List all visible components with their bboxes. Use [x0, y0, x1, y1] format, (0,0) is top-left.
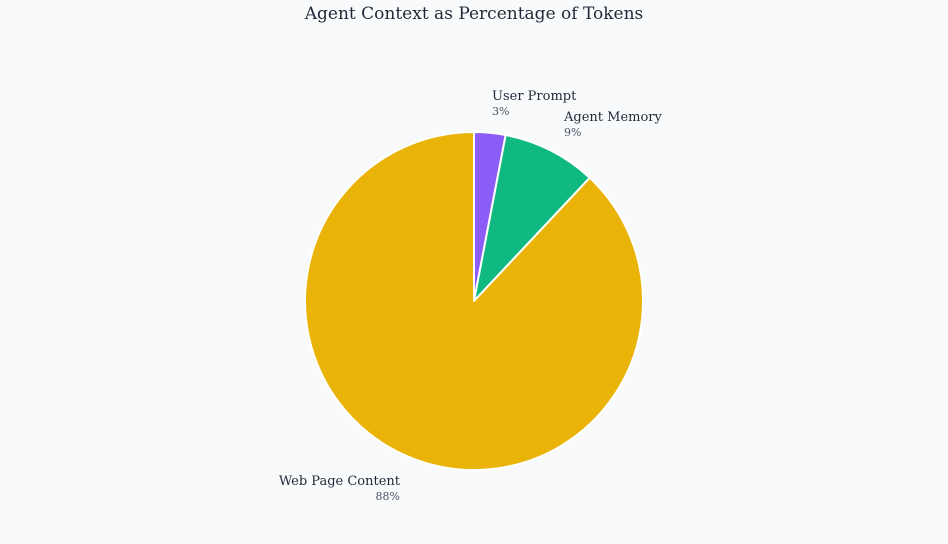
slice-value-agent-memory: 9% [564, 126, 581, 139]
pie-slices [304, 130, 644, 471]
slice-label-web-page-content: Web Page Content [279, 474, 401, 489]
slice-value-user-prompt: 3% [492, 105, 509, 118]
chart-title: Agent Context as Percentage of Tokens [304, 4, 644, 24]
pie-slice-web-page-content [304, 131, 644, 471]
slice-value-web-page-content: 88% [376, 490, 400, 503]
slice-label-user-prompt: User Prompt [492, 89, 577, 104]
slice-label-agent-memory: Agent Memory [563, 110, 663, 125]
pie-slice-agent-memory [473, 133, 591, 302]
